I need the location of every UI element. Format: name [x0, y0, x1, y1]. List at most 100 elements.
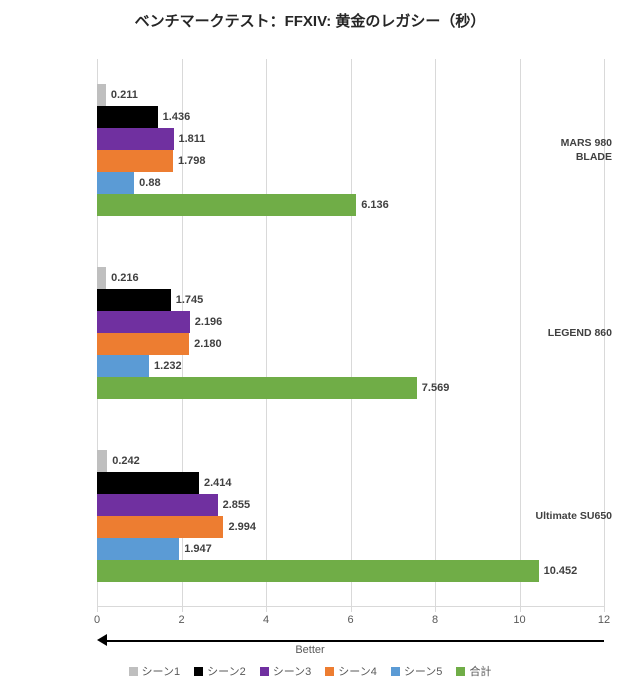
x-axis-tick [604, 607, 605, 612]
legend-item-シーン4[interactable]: シーン4 [325, 663, 377, 679]
bar-row: 2.855 [97, 493, 604, 516]
x-axis-tick-label: 10 [513, 614, 526, 626]
bar-シーン1[interactable] [97, 267, 107, 289]
bar-value-label: 2.414 [203, 476, 232, 489]
bar-合計[interactable] [97, 559, 539, 582]
legend-label: シーン5 [403, 666, 443, 678]
legend-item-合計[interactable]: 合計 [456, 663, 491, 679]
bar-シーン5[interactable] [97, 537, 180, 560]
gridline [519, 59, 521, 607]
bar-row: 1.811 [97, 128, 604, 151]
bar-value-label: 0.242 [112, 454, 140, 467]
legend-swatch-icon [390, 666, 400, 676]
bar-シーン2[interactable] [97, 289, 171, 311]
x-axis-tick-label: 12 [597, 614, 611, 626]
bar-合計[interactable] [97, 194, 357, 217]
legend-swatch-icon [194, 666, 204, 676]
bar-シーン5[interactable] [97, 172, 135, 195]
bar-row: 1.232 [97, 355, 604, 377]
category-label-line: MARS 980 [560, 137, 612, 150]
bar-合計[interactable] [97, 377, 417, 399]
bar-row: 2.196 [97, 311, 604, 333]
bar-シーン5[interactable] [97, 355, 150, 377]
x-axis-tick [519, 607, 521, 612]
bar-value-label: 10.452 [543, 564, 578, 577]
bar-value-label: 0.88 [139, 177, 161, 190]
bar-row: 1.436 [97, 106, 604, 129]
arrow-line [105, 640, 604, 642]
gridline [350, 59, 352, 607]
gridline [604, 59, 605, 607]
arrow-head-icon [97, 634, 107, 646]
bar-row: 6.136 [97, 194, 604, 217]
x-axis-tick [97, 607, 98, 612]
bar-group: 0.242 2.414 2.855 2.994 1.947 10.452 [97, 449, 604, 582]
bar-シーン2[interactable] [97, 471, 199, 494]
chart-title: ベンチマークテスト：FFXIV: 黄金のレガシー（秒） [134, 13, 486, 30]
legend-label: シーン3 [272, 666, 312, 678]
x-axis-tick-label: 6 [347, 614, 354, 626]
bar-シーン1[interactable] [97, 449, 108, 472]
legend-swatch-icon [456, 666, 466, 676]
bar-シーン3[interactable] [97, 493, 218, 516]
legend-item-シーン3[interactable]: シーン3 [259, 663, 312, 679]
legend-swatch-icon [325, 666, 335, 676]
category-label-0: MARS 980 BLADE [520, 136, 612, 164]
bar-シーン2[interactable] [97, 106, 158, 129]
legend-label: シーン1 [141, 666, 181, 678]
gridline [435, 59, 436, 607]
bar-シーン4[interactable] [97, 150, 173, 173]
bar-シーン4[interactable] [97, 515, 224, 538]
legend-label: シーン2 [207, 666, 246, 678]
x-axis-line [97, 606, 604, 607]
plot-area: 0.211 1.436 1.811 1.798 0.88 6.136 0.216 1.745 2… [97, 59, 605, 612]
gridline [266, 59, 267, 607]
bar-シーン3[interactable] [97, 311, 190, 333]
category-label-1: LEGEND 860 [520, 326, 612, 340]
bar-value-label: 6.136 [361, 199, 389, 212]
bar-value-label: 2.855 [222, 498, 251, 511]
x-axis-tick [435, 607, 436, 612]
bar-value-label: 1.232 [154, 360, 182, 372]
legend-swatch-icon [259, 666, 269, 676]
bar-value-label: 1.947 [184, 542, 212, 555]
legend-item-シーン5[interactable]: シーン5 [390, 663, 443, 679]
x-axis-tick [181, 607, 183, 612]
bar-value-label: 2.180 [194, 338, 222, 350]
bar-シーン3[interactable] [97, 128, 174, 151]
x-axis-tick-label: 2 [178, 614, 185, 626]
bar-value-label: 2.994 [228, 520, 257, 533]
legend-swatch-icon [128, 666, 138, 676]
bar-group: 0.211 1.436 1.811 1.798 0.88 6.136 [97, 84, 604, 217]
category-label-line: LEGEND 860 [547, 327, 612, 339]
bar-row: 0.216 [97, 267, 604, 289]
chart-legend: シーン1 シーン2 シーン3 シーン4 シーン5 合計 [0, 663, 620, 679]
legend-item-シーン2[interactable]: シーン2 [194, 663, 246, 679]
bar-value-label: 7.569 [421, 382, 450, 394]
bar-row: 0.88 [97, 172, 604, 195]
category-label-line: Ultimate SU650 [535, 509, 612, 522]
bar-row: 2.180 [97, 333, 604, 355]
bar-row: 1.798 [97, 150, 604, 173]
bar-row: 7.569 [97, 377, 604, 399]
x-axis-tick-label: 0 [93, 614, 101, 626]
better-axis-label: Better [295, 644, 325, 656]
bar-シーン4[interactable] [97, 333, 190, 355]
bar-group: 0.216 1.745 2.196 2.180 1.232 7.569 [97, 267, 604, 399]
bar-シーン1[interactable] [97, 84, 106, 107]
bar-value-label: 0.216 [111, 272, 139, 284]
x-axis-tick-label: 8 [431, 614, 439, 626]
x-axis-tick [266, 607, 267, 612]
bar-value-label: 1.436 [162, 111, 191, 124]
bar-row: 2.414 [97, 471, 604, 494]
bar-row: 0.211 [97, 84, 604, 107]
legend-item-シーン1[interactable]: シーン1 [128, 663, 181, 679]
bar-value-label: 1.798 [177, 155, 206, 168]
bar-row: 1.745 [97, 289, 604, 311]
bar-row: 2.994 [97, 515, 604, 538]
better-arrow-icon [97, 634, 604, 648]
category-label-line: BLADE [575, 151, 612, 164]
x-axis-tick-label: 4 [262, 614, 270, 626]
bar-value-label: 2.196 [194, 316, 223, 328]
